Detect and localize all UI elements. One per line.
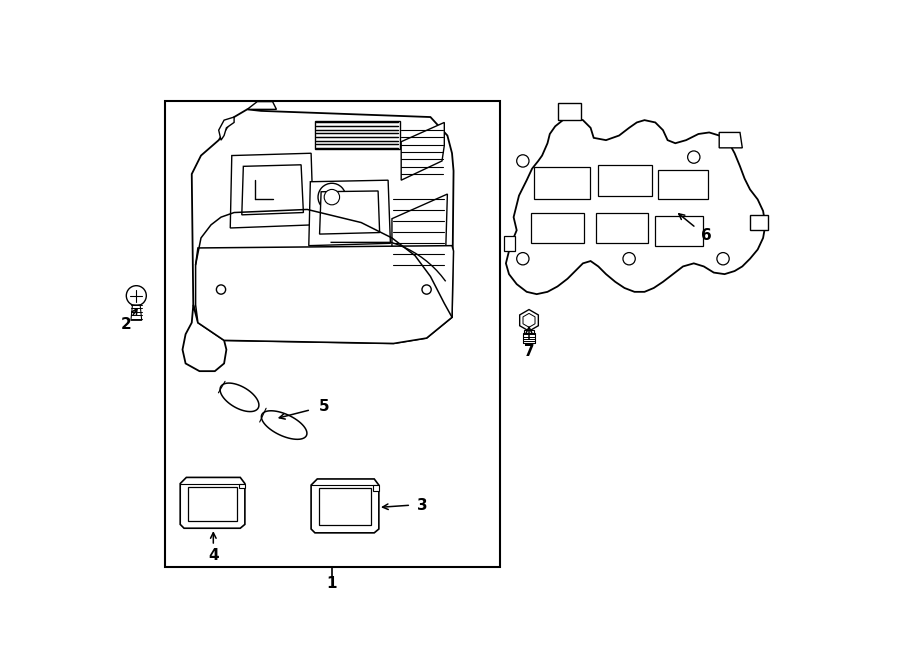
Polygon shape (519, 309, 538, 331)
Polygon shape (315, 121, 400, 149)
Polygon shape (311, 479, 379, 533)
Polygon shape (130, 305, 141, 321)
Circle shape (517, 253, 529, 265)
Polygon shape (523, 313, 535, 327)
Polygon shape (183, 305, 227, 371)
Polygon shape (320, 191, 380, 234)
Polygon shape (504, 235, 515, 251)
Polygon shape (180, 477, 245, 528)
Text: 6: 6 (701, 228, 712, 243)
Polygon shape (220, 383, 259, 412)
Polygon shape (192, 109, 454, 344)
Polygon shape (535, 167, 590, 200)
Circle shape (517, 155, 529, 167)
Circle shape (717, 253, 729, 265)
Polygon shape (750, 215, 768, 230)
Polygon shape (719, 132, 742, 148)
Polygon shape (655, 216, 703, 246)
Text: 4: 4 (208, 549, 219, 563)
Polygon shape (248, 102, 276, 109)
Polygon shape (658, 170, 707, 200)
Bar (165, 101, 500, 566)
Circle shape (318, 183, 346, 211)
Polygon shape (598, 165, 652, 196)
Polygon shape (242, 165, 303, 215)
Text: 7: 7 (524, 344, 535, 359)
Circle shape (216, 285, 226, 294)
Polygon shape (219, 117, 234, 140)
Polygon shape (230, 153, 313, 228)
Polygon shape (261, 410, 307, 440)
Polygon shape (188, 486, 238, 520)
Text: 1: 1 (327, 576, 338, 591)
Polygon shape (238, 484, 245, 488)
Circle shape (126, 286, 147, 305)
Polygon shape (523, 332, 536, 344)
Circle shape (623, 253, 635, 265)
Polygon shape (373, 485, 379, 490)
Polygon shape (401, 122, 445, 180)
Circle shape (422, 285, 431, 294)
Polygon shape (195, 246, 454, 344)
Polygon shape (309, 180, 391, 246)
Circle shape (324, 190, 339, 205)
Text: 3: 3 (418, 498, 428, 513)
Polygon shape (319, 488, 371, 525)
Polygon shape (530, 213, 584, 243)
Polygon shape (392, 194, 447, 271)
Text: 5: 5 (319, 399, 329, 414)
Polygon shape (596, 213, 648, 243)
Text: 2: 2 (121, 317, 131, 332)
Polygon shape (524, 330, 535, 334)
Circle shape (688, 151, 700, 163)
Polygon shape (557, 103, 580, 120)
Polygon shape (506, 117, 765, 294)
